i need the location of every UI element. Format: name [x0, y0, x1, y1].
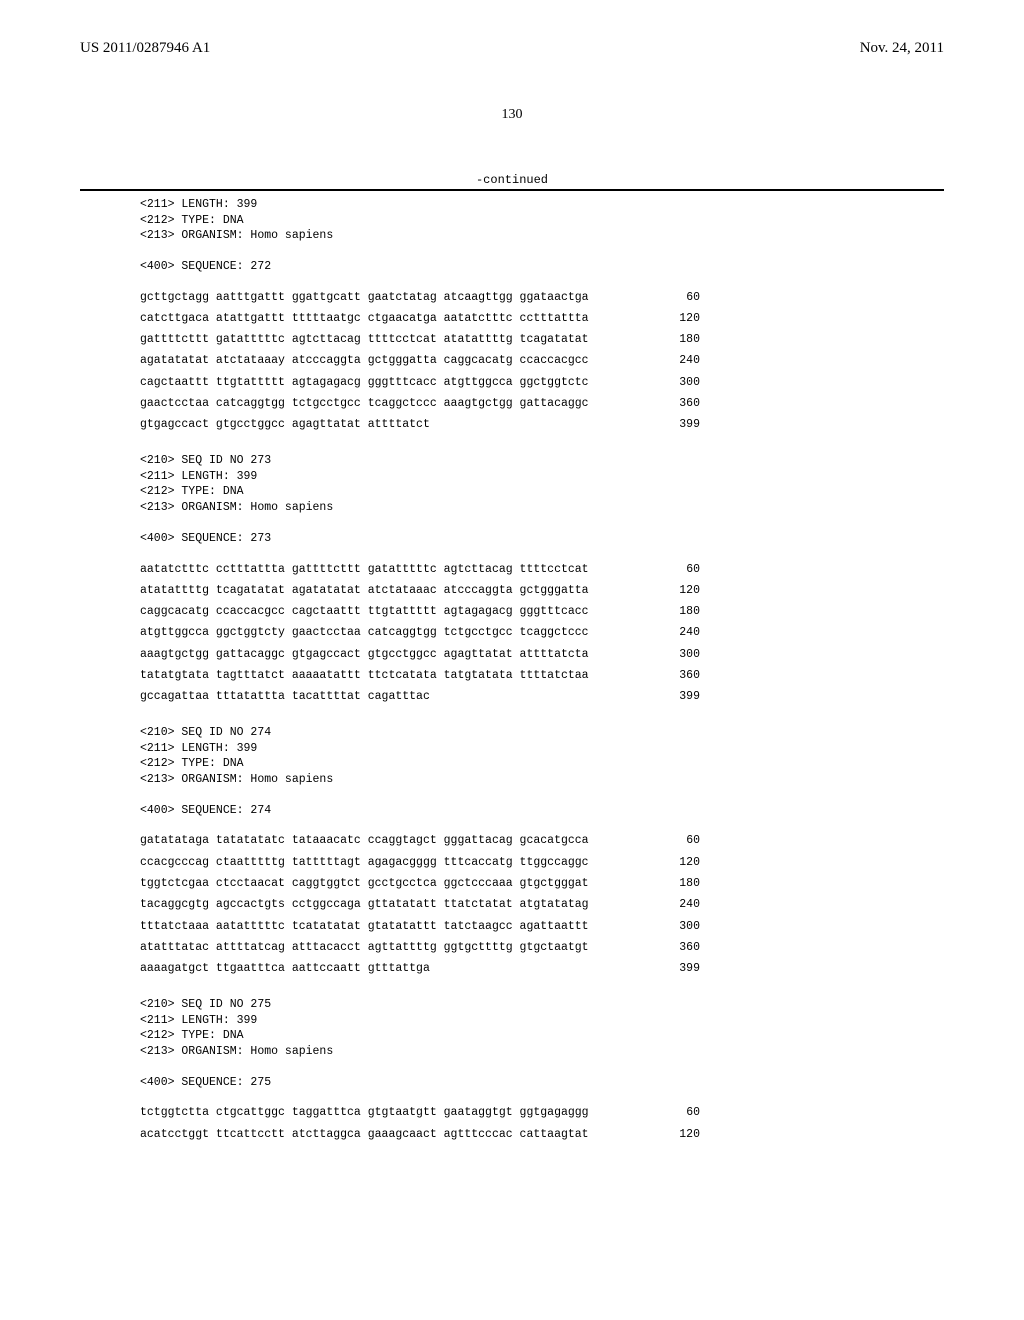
sequence-row: tacaggcgtg agccactgts cctggccaga gttatat…	[140, 894, 700, 915]
sequence-text: cagctaattt ttgtattttt agtagagacg gggtttc…	[140, 372, 589, 393]
sequence-row: cagctaattt ttgtattttt agtagagacg gggtttc…	[140, 372, 700, 393]
sequence-row: gattttcttt gatatttttc agtcttacag ttttcct…	[140, 329, 700, 350]
sequence-text: catcttgaca atattgattt tttttaatgc ctgaaca…	[140, 308, 589, 329]
sequence-block: aatatctttc cctttattta gattttcttt gatattt…	[140, 559, 944, 708]
sequence-row: tggtctcgaa ctcctaacat caggtggtct gcctgcc…	[140, 873, 700, 894]
sequence-text: caggcacatg ccaccacgcc cagctaattt ttgtatt…	[140, 601, 589, 622]
sequence-row: caggcacatg ccaccacgcc cagctaattt ttgtatt…	[140, 601, 700, 622]
sequence-text: tttatctaaa aatatttttc tcatatatat gtatata…	[140, 916, 589, 937]
continued-label: -continued	[80, 173, 944, 187]
sequence-row: tatatgtata tagtttatct aaaaatattt ttctcat…	[140, 665, 700, 686]
sequence-meta: <210> SEQ ID NO 274 <211> LENGTH: 399 <2…	[140, 725, 944, 818]
sequence-position: 120	[660, 308, 700, 329]
sequence-meta: <211> LENGTH: 399 <212> TYPE: DNA <213> …	[140, 197, 944, 275]
sequence-row: agatatatat atctataaay atcccaggta gctggga…	[140, 350, 700, 371]
sequence-text: aatatctttc cctttattta gattttcttt gatattt…	[140, 559, 589, 580]
sequence-position: 240	[660, 894, 700, 915]
sequence-text: ccacgcccag ctaatttttg tatttttagt agagacg…	[140, 852, 589, 873]
publication-number: US 2011/0287946 A1	[80, 40, 210, 57]
sequence-row: gatatataga tatatatatc tataaacatc ccaggta…	[140, 830, 700, 851]
sequence-position: 120	[660, 580, 700, 601]
page-header: US 2011/0287946 A1 Nov. 24, 2011	[80, 40, 944, 57]
sequence-text: aaaagatgct ttgaatttca aattccaatt gtttatt…	[140, 958, 430, 979]
publication-date: Nov. 24, 2011	[860, 40, 944, 57]
sequence-position: 120	[660, 852, 700, 873]
sequence-text: gtgagccact gtgcctggcc agagttatat attttat…	[140, 414, 430, 435]
sequence-row: aatatctttc cctttattta gattttcttt gatattt…	[140, 559, 700, 580]
sequence-text: aaagtgctgg gattacaggc gtgagccact gtgcctg…	[140, 644, 589, 665]
sequence-position: 399	[660, 414, 700, 435]
sequence-row: aaaagatgct ttgaatttca aattccaatt gtttatt…	[140, 958, 700, 979]
sequence-text: gatatataga tatatatatc tataaacatc ccaggta…	[140, 830, 589, 851]
sequence-position: 300	[660, 916, 700, 937]
sequence-meta: <210> SEQ ID NO 273 <211> LENGTH: 399 <2…	[140, 453, 944, 546]
sequence-block: gatatataga tatatatatc tataaacatc ccaggta…	[140, 830, 944, 979]
sequence-row: gccagattaa tttatattta tacattttat cagattt…	[140, 686, 700, 707]
sequence-row: atatattttg tcagatatat agatatatat atctata…	[140, 580, 700, 601]
sequence-position: 360	[660, 665, 700, 686]
sequence-row: ccacgcccag ctaatttttg tatttttagt agagacg…	[140, 852, 700, 873]
sequence-position: 180	[660, 601, 700, 622]
sequence-text: gattttcttt gatatttttc agtcttacag ttttcct…	[140, 329, 589, 350]
sequence-position: 60	[660, 559, 700, 580]
sequence-position: 60	[660, 1102, 700, 1123]
sequence-text: acatcctggt ttcattcctt atcttaggca gaaagca…	[140, 1124, 589, 1145]
sequence-text: atatattttg tcagatatat agatatatat atctata…	[140, 580, 589, 601]
sequence-row: gtgagccact gtgcctggcc agagttatat attttat…	[140, 414, 700, 435]
page-number: 130	[80, 107, 944, 123]
sequence-row: catcttgaca atattgattt tttttaatgc ctgaaca…	[140, 308, 700, 329]
sequence-position: 60	[660, 830, 700, 851]
sequence-row: aaagtgctgg gattacaggc gtgagccact gtgcctg…	[140, 644, 700, 665]
sequence-row: atatttatac attttatcag atttacacct agttatt…	[140, 937, 700, 958]
sequence-row: gcttgctagg aatttgattt ggattgcatt gaatcta…	[140, 287, 700, 308]
divider	[80, 189, 944, 191]
sequence-position: 360	[660, 937, 700, 958]
sequence-row: gaactcctaa catcaggtgg tctgcctgcc tcaggct…	[140, 393, 700, 414]
sequence-position: 240	[660, 622, 700, 643]
sequence-block: tctggtctta ctgcattggc taggatttca gtgtaat…	[140, 1102, 944, 1145]
sequence-position: 399	[660, 686, 700, 707]
sequence-text: gcttgctagg aatttgattt ggattgcatt gaatcta…	[140, 287, 589, 308]
sequence-text: tacaggcgtg agccactgts cctggccaga gttatat…	[140, 894, 589, 915]
sequence-row: tctggtctta ctgcattggc taggatttca gtgtaat…	[140, 1102, 700, 1123]
sequence-text: tctggtctta ctgcattggc taggatttca gtgtaat…	[140, 1102, 589, 1123]
sequence-listing: <211> LENGTH: 399 <212> TYPE: DNA <213> …	[140, 197, 944, 1145]
sequence-position: 399	[660, 958, 700, 979]
sequence-row: tttatctaaa aatatttttc tcatatatat gtatata…	[140, 916, 700, 937]
sequence-text: tggtctcgaa ctcctaacat caggtggtct gcctgcc…	[140, 873, 589, 894]
sequence-position: 300	[660, 644, 700, 665]
sequence-block: gcttgctagg aatttgattt ggattgcatt gaatcta…	[140, 287, 944, 436]
sequence-position: 180	[660, 873, 700, 894]
sequence-position: 180	[660, 329, 700, 350]
sequence-position: 300	[660, 372, 700, 393]
sequence-text: gccagattaa tttatattta tacattttat cagattt…	[140, 686, 430, 707]
sequence-row: acatcctggt ttcattcctt atcttaggca gaaagca…	[140, 1124, 700, 1145]
sequence-text: agatatatat atctataaay atcccaggta gctggga…	[140, 350, 589, 371]
sequence-position: 360	[660, 393, 700, 414]
sequence-row: atgttggcca ggctggtcty gaactcctaa catcagg…	[140, 622, 700, 643]
sequence-position: 60	[660, 287, 700, 308]
sequence-text: gaactcctaa catcaggtgg tctgcctgcc tcaggct…	[140, 393, 589, 414]
sequence-text: tatatgtata tagtttatct aaaaatattt ttctcat…	[140, 665, 589, 686]
sequence-position: 120	[660, 1124, 700, 1145]
sequence-text: atatttatac attttatcag atttacacct agttatt…	[140, 937, 589, 958]
sequence-meta: <210> SEQ ID NO 275 <211> LENGTH: 399 <2…	[140, 997, 944, 1090]
sequence-text: atgttggcca ggctggtcty gaactcctaa catcagg…	[140, 622, 589, 643]
sequence-position: 240	[660, 350, 700, 371]
